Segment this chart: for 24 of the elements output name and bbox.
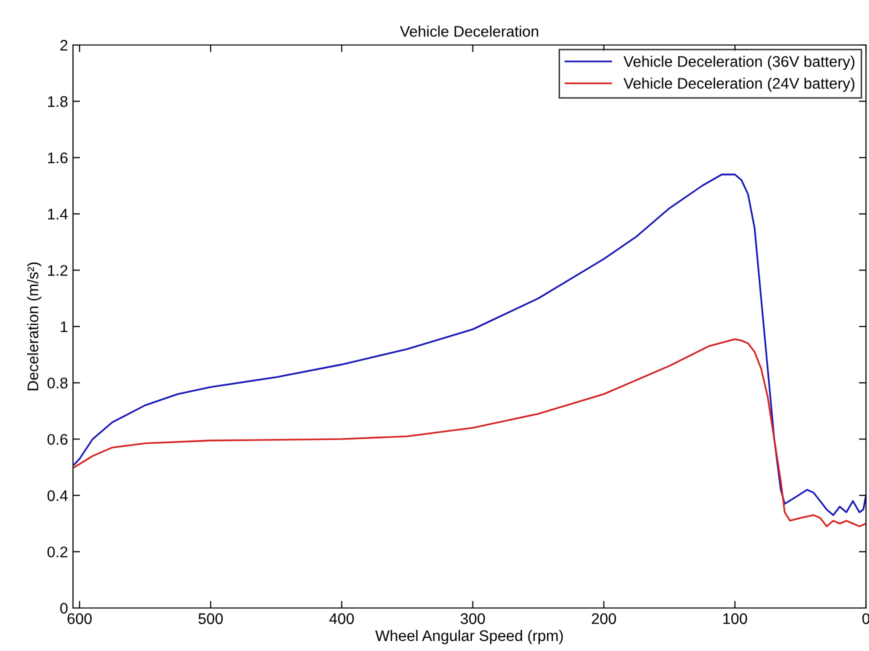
y-tick-label: 2 (60, 40, 68, 51)
x-tick-label: 200 (592, 613, 616, 624)
x-tick-label: 400 (329, 613, 354, 624)
y-tick-label: 0.6 (48, 434, 68, 445)
y-tick-label: 1 (60, 322, 68, 332)
x-tick-label: 500 (198, 613, 223, 624)
legend-label: Vehicle Deceleration (36V battery) (624, 56, 854, 70)
y-tick-label: 0.2 (48, 546, 68, 558)
chart-title: Vehicle Deceleration (400, 26, 538, 37)
legend-label: Vehicle Deceleration (24V battery) (624, 78, 854, 92)
y-tick-label: 0 (60, 602, 68, 614)
x-tick-label: 300 (460, 613, 485, 624)
x-tick-label: 600 (68, 613, 92, 624)
y-tick-label: 0.4 (48, 490, 68, 502)
y-tick-label: 1.6 (48, 152, 68, 164)
y-tick-label: 0.8 (48, 378, 68, 388)
y-tick-label: 1.4 (48, 208, 68, 220)
x-tick-label: 100 (723, 613, 748, 624)
line-series (73, 174, 866, 516)
y-tick-label: 1.2 (48, 265, 68, 276)
line-series (73, 338, 866, 528)
y-tick-label: 1.8 (48, 96, 68, 107)
y-axis-title: Deceleration (m/s²) (27, 262, 42, 390)
x-axis-title: Wheel Angular Speed (rpm) (375, 630, 563, 644)
